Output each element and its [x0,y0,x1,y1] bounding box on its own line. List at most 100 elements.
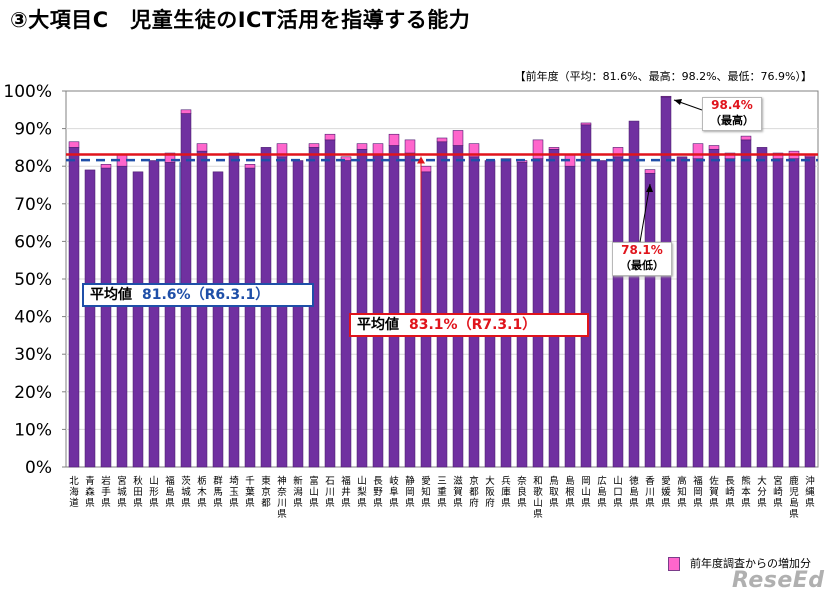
bar [116,165,128,468]
bar [660,96,672,468]
x-tick-label: 県 [309,498,319,509]
x-tick-label: 県 [645,498,655,509]
x-tick-label: 県 [357,498,367,509]
average-current-value: 83.1%（R7.3.1） [409,317,537,333]
max-arrowhead [674,99,682,105]
bar [324,139,336,468]
bar-increase [180,109,192,114]
x-tick-label: 県 [677,498,687,509]
bar [612,156,624,468]
bar-increase [548,147,560,150]
bar [356,148,368,468]
x-tick-label: 川 [645,487,655,498]
x-tick-label: 県 [389,498,399,509]
x-tick-label: 県 [213,498,223,509]
x-tick-label: 県 [165,498,175,509]
y-tick-label: 100% [3,82,52,102]
bar [724,158,736,468]
x-tick-label: 海 [69,486,79,498]
x-tick-label: 県 [741,498,751,509]
y-tick-label: 60% [14,232,52,252]
legend-label: 前年度調査からの増加分 [690,557,811,570]
bar-increase [276,143,288,158]
bar [244,167,256,468]
bar [708,148,720,468]
x-tick-label: 都 [469,487,479,498]
x-tick-label: 大 [485,475,495,487]
x-tick-label: 県 [693,498,703,509]
x-tick-label: 島 [165,486,175,498]
x-tick-label: 茨 [181,475,191,487]
legend: 前年度調査からの増加分 [668,555,811,571]
x-tick-label: 和 [533,476,543,487]
x-tick-label: 県 [197,498,207,509]
x-tick-label: 沖 [805,475,815,487]
x-tick-label: 奈 [517,475,527,487]
y-tick-label: 80% [14,157,52,177]
x-tick-label: 県 [773,498,783,509]
y-tick-label: 10% [14,420,52,440]
x-tick-label: 鹿 [789,475,799,487]
x-tick-label: 知 [421,486,431,498]
bar-increase [244,164,256,169]
x-tick-label: 京 [261,486,271,498]
bar [676,156,688,468]
max-label: （最高） [710,114,754,127]
bar-increase [724,152,736,159]
average-current-label: 平均値 83.1%（R7.3.1） [349,313,589,337]
x-tick-label: 福 [165,475,175,487]
min-value: 78.1% [621,243,663,257]
x-tick-label: 山 [309,487,319,498]
x-tick-label: 滋 [453,475,463,487]
x-tick-label: 児 [789,487,799,498]
x-tick-label: 島 [789,497,799,509]
bar [148,160,160,468]
x-tick-label: 福 [341,475,351,487]
x-tick-label: 本 [741,486,751,498]
x-tick-label: 高 [677,475,687,487]
x-tick-label: 城 [117,487,127,498]
bar [500,158,512,468]
bar-increase [692,143,704,159]
x-tick-label: 鳥 [549,475,559,487]
previous-year-note: 【前年度（平均：81.6%、最高：98.2%、最低：76.9%）】 [514,70,812,83]
x-tick-label: 長 [373,476,383,487]
bar [692,158,704,468]
x-tick-label: 県 [341,498,351,509]
x-tick-label: 県 [293,498,303,509]
bar-increase [324,133,336,141]
x-tick-label: 神 [277,475,287,487]
x-tick-label: 川 [325,487,335,498]
bar-increase [452,130,464,146]
x-tick-label: 県 [149,498,159,509]
x-tick-label: 岡 [405,487,415,498]
legend-swatch [668,557,680,571]
x-tick-label: 埼 [229,475,239,487]
bar [740,139,752,468]
x-tick-label: 知 [677,486,687,498]
bar [228,152,240,468]
bar-increase [660,95,672,98]
x-tick-label: 県 [453,498,463,509]
x-tick-label: 県 [245,498,255,509]
x-tick-label: 岡 [693,487,703,498]
x-tick-label: 栃 [197,475,207,487]
x-tick-label: 分 [757,487,767,498]
x-tick-label: 府 [469,497,479,509]
x-tick-label: 県 [181,498,191,509]
x-tick-label: 島 [565,475,575,487]
x-tick-label: 賀 [709,486,719,498]
min-arrow [639,183,651,243]
x-tick-label: 重 [437,486,447,498]
y-tick-label: 30% [14,345,52,365]
x-tick-label: 山 [533,498,543,509]
x-tick-label: 崎 [725,486,735,498]
bar-increase [468,143,480,158]
bar [804,156,816,468]
x-tick-label: 賀 [453,486,463,498]
bar [548,148,560,468]
x-tick-label: 県 [421,498,431,509]
x-tick-label: 道 [69,497,79,509]
bar [100,167,112,468]
x-tick-label: 県 [661,498,671,509]
